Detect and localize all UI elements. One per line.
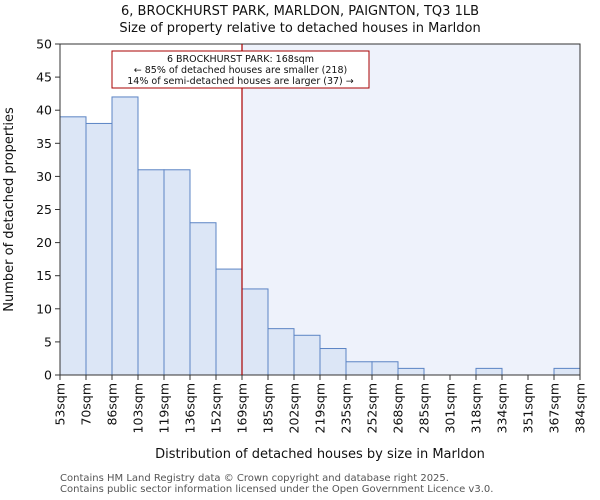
x-tick-label: 367sqm — [547, 383, 562, 433]
x-tick-label: 185sqm — [261, 383, 276, 433]
x-tick-label: 252sqm — [365, 383, 380, 433]
x-tick-label: 301sqm — [443, 383, 458, 433]
x-tick-label: 334sqm — [495, 383, 510, 433]
x-tick-label: 103sqm — [131, 383, 146, 433]
chart-title: 6, BROCKHURST PARK, MARLDON, PAIGNTON, T… — [121, 4, 479, 19]
y-axis-label: Number of detached properties — [2, 107, 17, 312]
x-tick-label: 351sqm — [521, 383, 536, 433]
bar-318sqm — [475, 367, 503, 376]
y-axis: 0 5 10 15 20 25 30 35 40 45 50 — [36, 37, 60, 383]
x-tick-label: 119sqm — [157, 383, 172, 433]
x-tick-label: 235sqm — [339, 383, 354, 433]
annotation-line-2: ← 85% of detached houses are smaller (21… — [134, 65, 347, 76]
x-tick-label: 136sqm — [183, 383, 198, 433]
bar-53sqm — [59, 116, 87, 376]
bar-367sqm — [553, 367, 581, 376]
y-tick-label: 35 — [36, 136, 52, 151]
y-tick-label: 20 — [36, 235, 52, 250]
y-tick-label: 30 — [36, 169, 52, 184]
bar-268sqm — [397, 367, 425, 376]
bar-86sqm — [111, 96, 139, 376]
x-axis-label: Distribution of detached houses by size … — [155, 447, 485, 462]
bar-136sqm — [189, 222, 217, 376]
plot-frame — [59, 43, 581, 376]
bar-152sqm — [215, 268, 243, 376]
x-tick-label: 268sqm — [391, 383, 406, 433]
x-tick-label: 285sqm — [417, 383, 432, 433]
x-tick-label: 219sqm — [313, 383, 328, 433]
x-tick-label: 70sqm — [79, 383, 94, 426]
larger-than-property-region — [242, 44, 580, 375]
x-tick-label: 152sqm — [209, 383, 224, 433]
x-tick-label: 318sqm — [469, 383, 484, 433]
y-tick-label: 0 — [44, 368, 52, 383]
bars-group — [59, 96, 581, 376]
attribution-line-1: Contains HM Land Registry data © Crown c… — [60, 473, 449, 484]
bar-119sqm — [163, 169, 191, 376]
y-tick-label: 25 — [36, 202, 52, 217]
x-tick-label: 86sqm — [105, 383, 120, 426]
bar-252sqm — [371, 361, 399, 376]
annotation-line-3: 14% of semi-detached houses are larger (… — [127, 76, 354, 87]
x-tick-label: 384sqm — [573, 383, 588, 433]
property-annotation: 6 BROCKHURST PARK: 168sqm ← 85% of detac… — [111, 50, 370, 89]
y-tick-label: 45 — [36, 70, 52, 85]
x-tick-label: 169sqm — [235, 383, 250, 433]
bar-70sqm — [85, 122, 113, 376]
annotation-box — [111, 50, 370, 89]
chart-subtitle: Size of property relative to detached ho… — [119, 21, 480, 36]
y-tick-label: 10 — [36, 301, 52, 316]
bar-169sqm — [241, 288, 269, 376]
bar-235sqm — [345, 361, 373, 376]
y-tick-label: 40 — [36, 103, 52, 118]
bar-219sqm — [319, 348, 347, 376]
attribution-line-2: Contains public sector information licen… — [60, 484, 494, 495]
annotation-line-1: 6 BROCKHURST PARK: 168sqm — [167, 54, 314, 65]
x-axis: 53sqm 70sqm 86sqm 103sqm 119sqm 136sqm 152sqm 1… — [53, 375, 588, 433]
bar-202sqm — [293, 334, 321, 376]
attribution-footer: Contains HM Land Registry data © Crown c… — [60, 473, 493, 495]
y-tick-label: 50 — [36, 37, 52, 52]
y-tick-label: 5 — [44, 334, 52, 349]
y-tick-label: 15 — [36, 268, 52, 283]
x-tick-label: 53sqm — [53, 383, 68, 426]
bar-103sqm — [137, 169, 165, 376]
bar-185sqm — [267, 328, 295, 376]
x-tick-label: 202sqm — [287, 383, 302, 433]
